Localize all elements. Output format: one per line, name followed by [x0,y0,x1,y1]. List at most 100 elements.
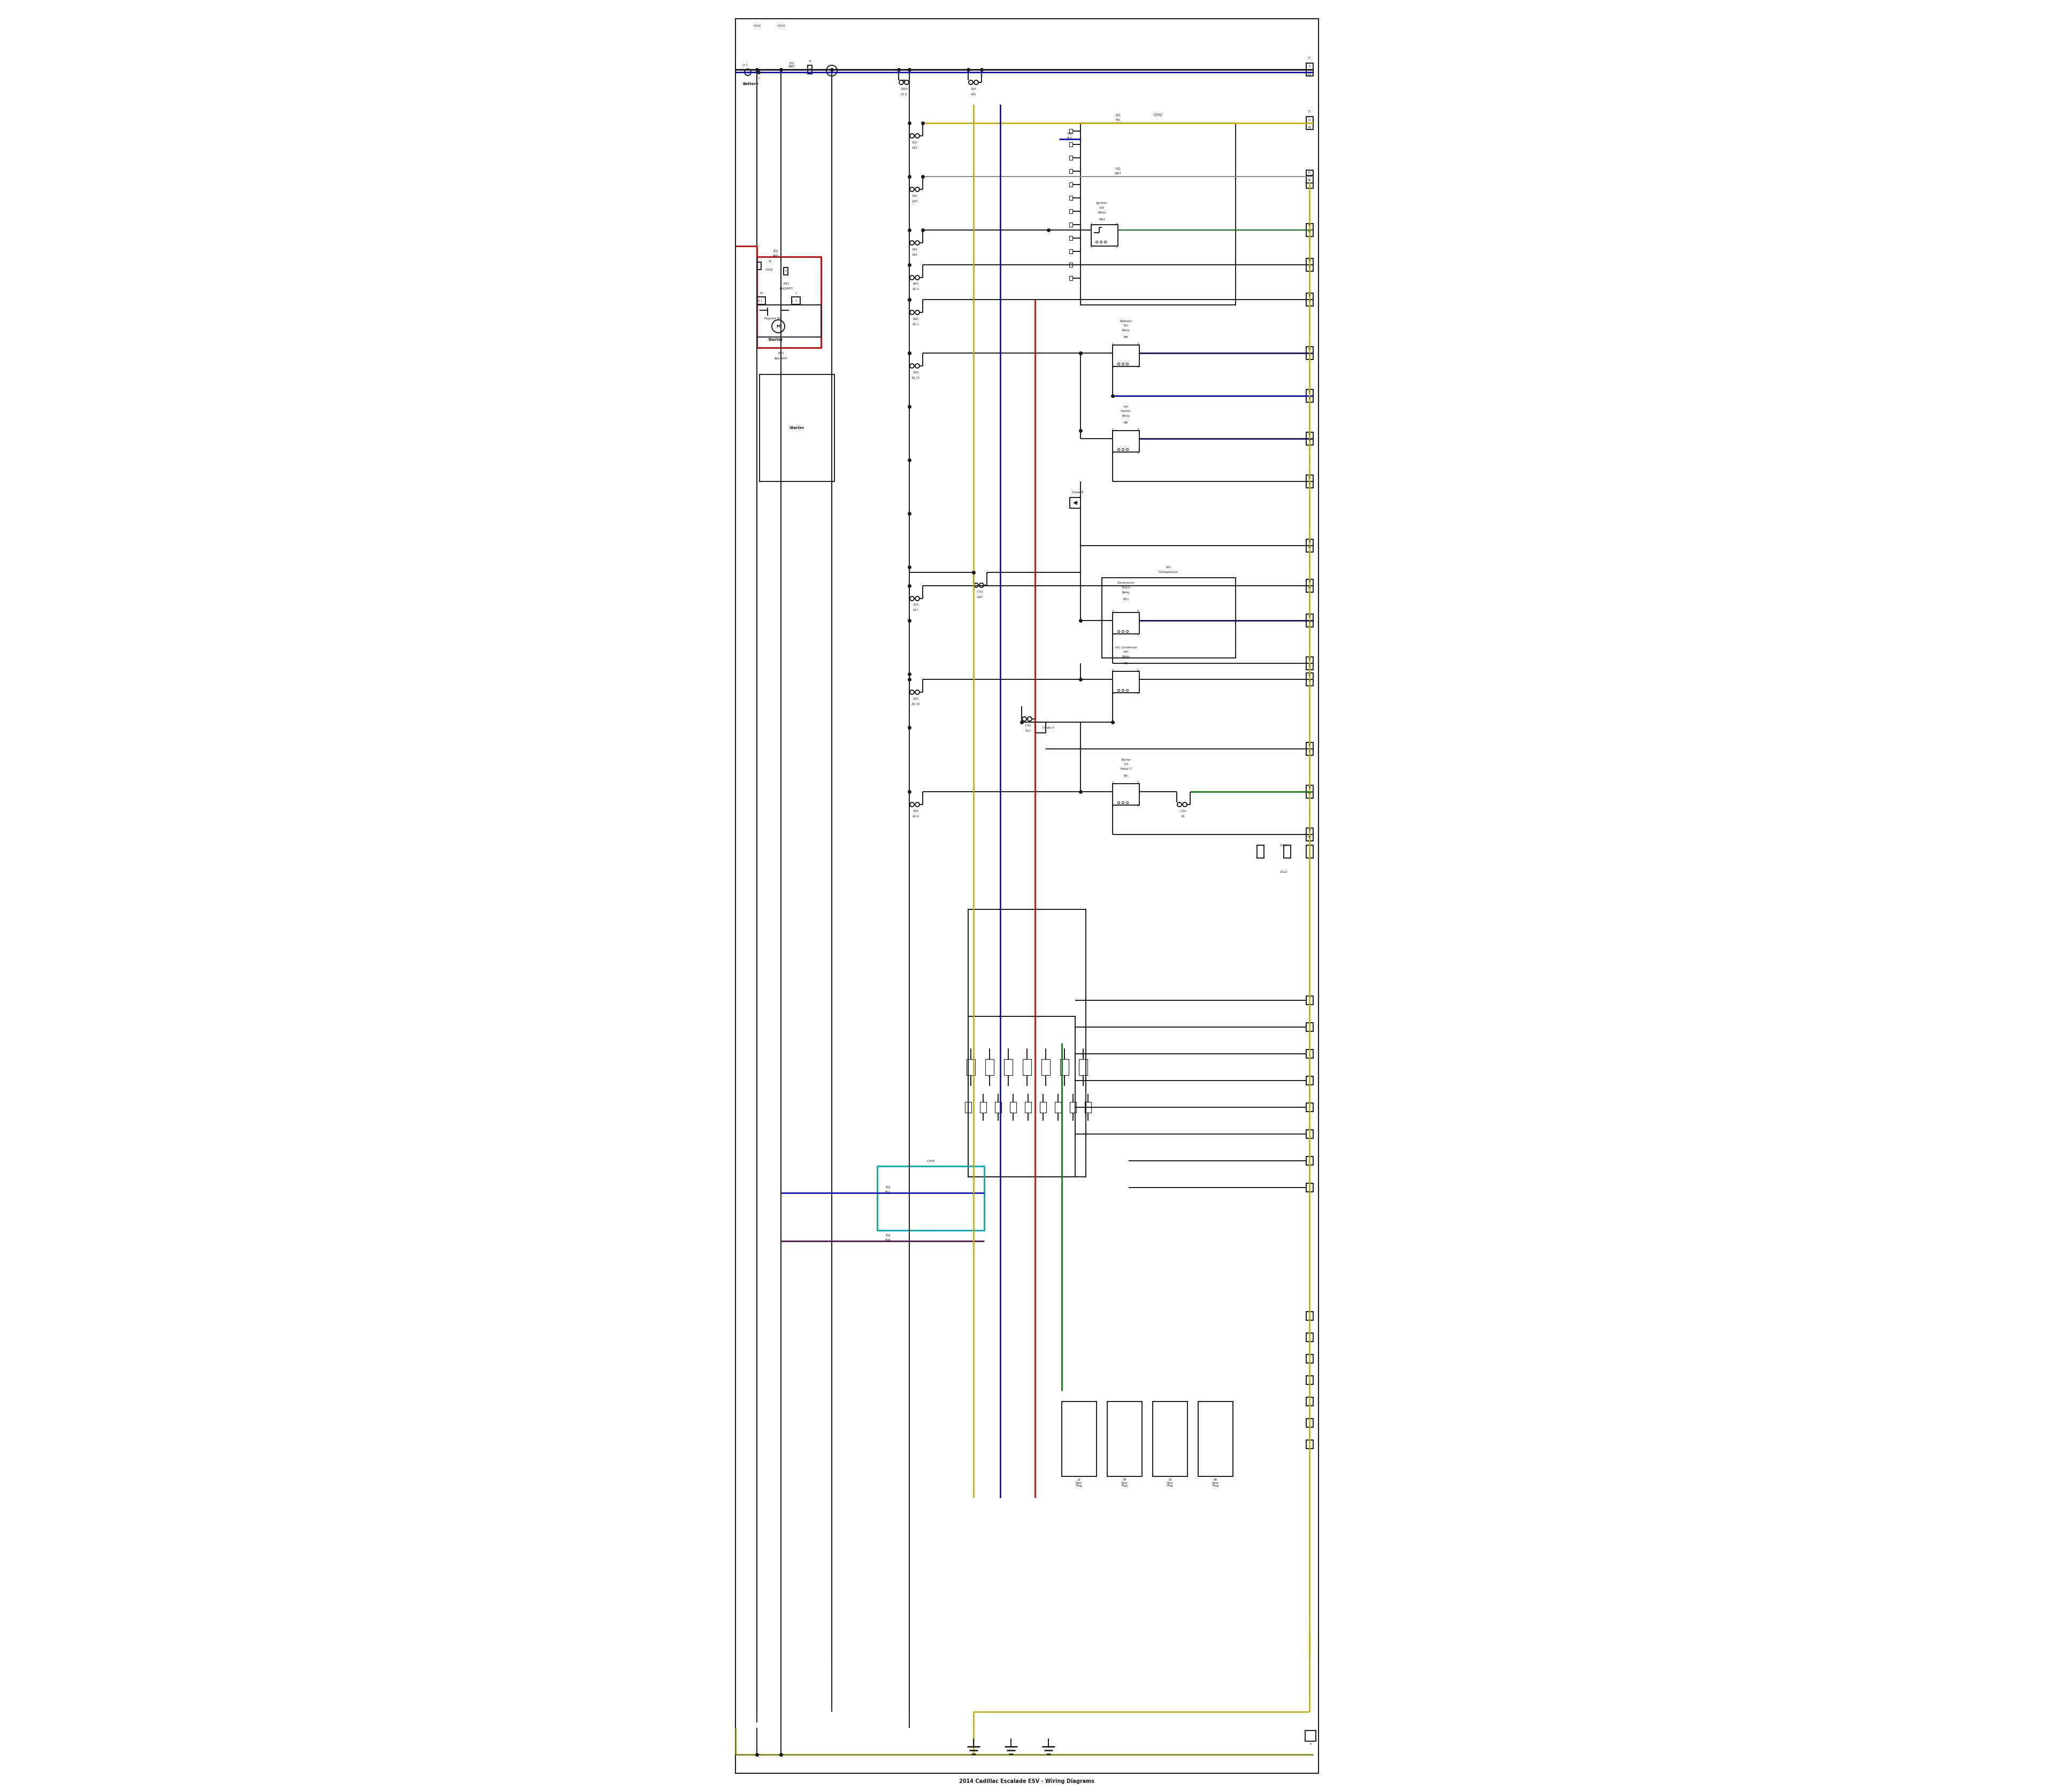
Bar [1306,1183,1313,1192]
Bar [1060,1059,1068,1075]
Text: [EJ]: [EJ] [1115,115,1119,116]
Bar [1025,1102,1031,1113]
Text: Relay: Relay [1121,414,1130,418]
Text: A5: A5 [1181,815,1185,817]
Text: C408: C408 [766,269,772,271]
Bar [756,297,766,305]
Bar [1306,615,1313,627]
Text: 42: 42 [1308,231,1310,233]
Text: Control: Control [1121,410,1132,412]
Bar [1306,539,1313,552]
Text: LR
Door
Plug: LR Door Plug [1167,1478,1173,1487]
Text: 39: 39 [1308,835,1310,839]
Bar [1306,674,1313,686]
Text: BLK/WHT: BLK/WHT [774,357,787,360]
Bar [791,297,801,305]
Bar [1306,1419,1313,1426]
Bar [1070,263,1072,267]
Text: A2-1: A2-1 [912,323,918,326]
Bar [1113,672,1140,694]
Text: C/H3: C/H3 [776,25,785,27]
Bar [1070,210,1072,213]
Text: M8: M8 [1124,421,1128,425]
Text: 20A: 20A [912,697,918,701]
Text: M: M [776,324,781,328]
Text: A/C: A/C [1167,566,1171,568]
Bar [1101,577,1237,658]
Bar [1070,237,1072,240]
Text: Diode B: Diode B [1072,491,1085,493]
Bar [1306,579,1313,591]
Text: 2014 Cadillac Escalade ESV - Wiring Diagrams: 2014 Cadillac Escalade ESV - Wiring Diag… [959,1779,1095,1785]
Text: 15: 15 [768,260,772,262]
Text: 54: 54 [1308,586,1310,590]
Bar [1306,294,1313,306]
Text: A16: A16 [912,253,918,256]
Bar [1257,846,1263,858]
Bar [967,1016,1074,1177]
Bar [1080,124,1237,305]
Text: 20A: 20A [912,371,918,375]
Text: Fan: Fan [1124,405,1128,409]
Text: A/C Condenser: A/C Condenser [1115,645,1136,649]
Text: [EJ]: [EJ] [1068,133,1072,134]
Text: Starter: Starter [789,426,805,430]
Bar [1306,1376,1313,1385]
Bar [1306,742,1313,754]
Bar [1306,1129,1313,1138]
Bar [1113,346,1140,366]
Bar [1306,170,1313,183]
Text: A22: A22 [912,147,918,149]
Text: T1: T1 [807,59,811,63]
Bar [965,1102,972,1113]
Text: A11: A11 [1025,729,1031,733]
Text: Fan: Fan [1124,324,1128,328]
Bar [1041,1059,1050,1075]
Bar [1306,63,1313,75]
Text: 85: 85 [1308,547,1310,548]
Text: (+): (+) [741,63,748,66]
Text: PUR: PUR [885,1238,891,1242]
Text: BLU: BLU [885,1190,891,1193]
Text: 15A: 15A [912,142,918,143]
Text: 68: 68 [1308,792,1310,794]
Text: C/H2: C/H2 [1154,113,1163,116]
Bar [756,305,822,337]
Bar [1306,1156,1313,1165]
Bar [1306,1398,1313,1405]
Text: A2-3: A2-3 [912,289,918,290]
Bar [1306,258,1313,271]
Text: [EJ]: [EJ] [885,1186,891,1188]
Text: 10A: 10A [912,195,918,197]
Bar [986,1059,994,1075]
Bar [760,375,834,482]
Bar [1113,783,1140,805]
Text: A2-11: A2-11 [912,376,920,378]
Text: 20: 20 [1308,172,1310,174]
Text: LF
Door
Plug: LF Door Plug [1076,1478,1082,1487]
Text: [EJ]: [EJ] [885,1235,891,1236]
Text: [EJ]: [EJ] [1115,168,1119,170]
Text: 100A: 100A [900,88,908,90]
Bar [1070,156,1072,159]
Bar [1039,1102,1045,1113]
Text: Starter: Starter [1121,758,1132,762]
Bar [1306,996,1313,1005]
Bar [1004,1059,1013,1075]
Text: Relay: Relay [1121,656,1130,658]
Text: M3: M3 [1124,661,1128,665]
Text: A2-10: A2-10 [912,702,920,706]
Text: RF
Door
Plug: RF Door Plug [1121,1478,1128,1487]
Bar [1107,1401,1142,1477]
Bar [1306,658,1313,670]
Bar [994,1102,1000,1113]
Bar [1306,389,1313,401]
Text: 7.5A: 7.5A [1179,810,1187,812]
Text: 66: 66 [1308,179,1310,181]
Bar [1035,722,1045,733]
Text: A2-6: A2-6 [912,815,918,817]
Bar [1113,430,1140,452]
Text: 12: 12 [1308,118,1310,122]
Text: D: D [1308,109,1310,113]
Text: [EE]: [EE] [778,351,785,355]
